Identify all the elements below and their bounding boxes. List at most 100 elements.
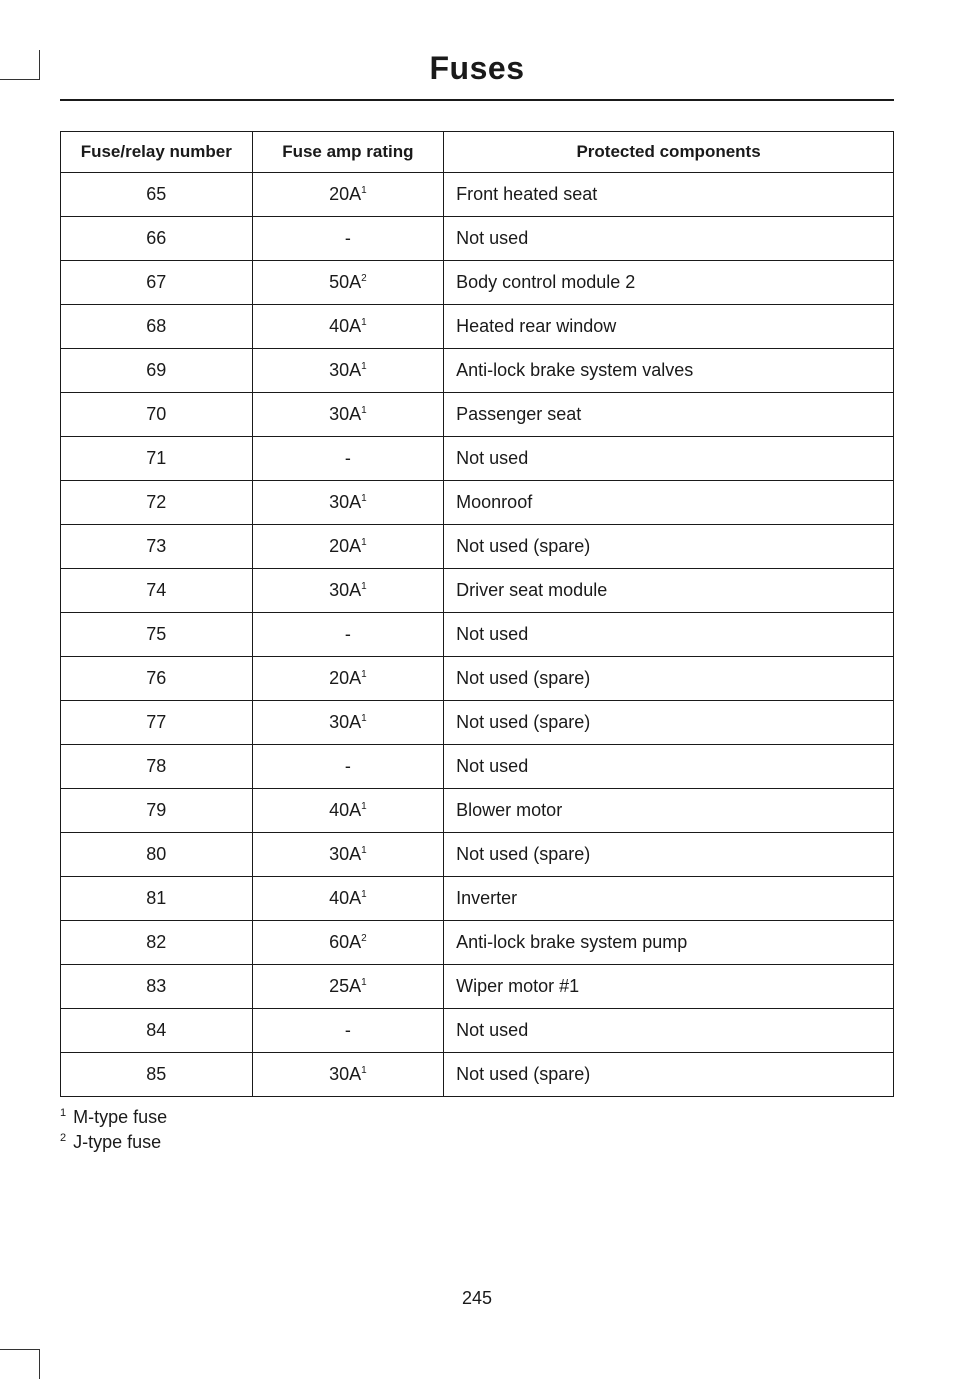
- cell-fuse-rating: 30A1: [252, 569, 444, 613]
- cell-fuse-number: 85: [61, 1053, 253, 1097]
- cell-fuse-number: 68: [61, 305, 253, 349]
- cell-fuse-number: 74: [61, 569, 253, 613]
- cell-fuse-rating: -: [252, 745, 444, 789]
- cell-fuse-rating: 40A1: [252, 877, 444, 921]
- table-row: 6520A1Front heated seat: [61, 173, 894, 217]
- cell-components: Not used: [444, 745, 894, 789]
- rating-footnote-ref: 1: [361, 581, 367, 592]
- cell-components: Not used (spare): [444, 701, 894, 745]
- cell-components: Not used: [444, 1009, 894, 1053]
- table-row: 71-Not used: [61, 437, 894, 481]
- cell-fuse-rating: 30A1: [252, 393, 444, 437]
- cell-fuse-number: 67: [61, 261, 253, 305]
- rating-footnote-ref: 1: [361, 185, 367, 196]
- cell-fuse-rating: 25A1: [252, 965, 444, 1009]
- table-row: 8140A1Inverter: [61, 877, 894, 921]
- table-row: 6840A1Heated rear window: [61, 305, 894, 349]
- cell-components: Passenger seat: [444, 393, 894, 437]
- cell-components: Blower motor: [444, 789, 894, 833]
- rating-footnote-ref: 1: [361, 713, 367, 724]
- header-number: Fuse/relay number: [61, 132, 253, 173]
- cell-fuse-number: 72: [61, 481, 253, 525]
- cell-components: Body control module 2: [444, 261, 894, 305]
- cell-components: Wiper motor #1: [444, 965, 894, 1009]
- footnotes: 1 M-type fuse2 J-type fuse: [60, 1107, 894, 1153]
- cell-fuse-number: 69: [61, 349, 253, 393]
- crop-mark-bottom-left: [0, 1349, 40, 1379]
- cell-fuse-number: 79: [61, 789, 253, 833]
- table-row: 78-Not used: [61, 745, 894, 789]
- table-row: 84-Not used: [61, 1009, 894, 1053]
- cell-components: Anti-lock brake system pump: [444, 921, 894, 965]
- cell-fuse-rating: 40A1: [252, 305, 444, 349]
- cell-fuse-number: 80: [61, 833, 253, 877]
- rating-footnote-ref: 1: [361, 317, 367, 328]
- table-row: 7620A1Not used (spare): [61, 657, 894, 701]
- footnote-marker: 1: [60, 1107, 66, 1119]
- cell-components: Anti-lock brake system valves: [444, 349, 894, 393]
- rating-footnote-ref: 1: [361, 1065, 367, 1076]
- cell-fuse-rating: 20A1: [252, 173, 444, 217]
- table-row: 7730A1Not used (spare): [61, 701, 894, 745]
- cell-fuse-number: 75: [61, 613, 253, 657]
- cell-fuse-number: 71: [61, 437, 253, 481]
- cell-components: Front heated seat: [444, 173, 894, 217]
- page-title: Fuses: [60, 50, 894, 101]
- cell-fuse-rating: 30A1: [252, 701, 444, 745]
- cell-fuse-number: 70: [61, 393, 253, 437]
- table-row: 7030A1Passenger seat: [61, 393, 894, 437]
- cell-components: Inverter: [444, 877, 894, 921]
- header-components: Protected components: [444, 132, 894, 173]
- cell-fuse-rating: 30A1: [252, 349, 444, 393]
- cell-components: Not used (spare): [444, 1053, 894, 1097]
- table-row: 7230A1Moonroof: [61, 481, 894, 525]
- table-row: 7430A1Driver seat module: [61, 569, 894, 613]
- cell-fuse-rating: -: [252, 613, 444, 657]
- footnote: 2 J-type fuse: [60, 1132, 894, 1153]
- cell-fuse-number: 78: [61, 745, 253, 789]
- table-row: 66-Not used: [61, 217, 894, 261]
- rating-footnote-ref: 1: [361, 537, 367, 548]
- table-row: 6750A2Body control module 2: [61, 261, 894, 305]
- cell-fuse-number: 81: [61, 877, 253, 921]
- cell-fuse-rating: 30A1: [252, 1053, 444, 1097]
- cell-fuse-rating: -: [252, 217, 444, 261]
- cell-components: Not used: [444, 217, 894, 261]
- cell-fuse-rating: 50A2: [252, 261, 444, 305]
- cell-fuse-number: 77: [61, 701, 253, 745]
- rating-footnote-ref: 1: [361, 669, 367, 680]
- cell-fuse-rating: 40A1: [252, 789, 444, 833]
- rating-footnote-ref: 2: [361, 273, 367, 284]
- rating-footnote-ref: 1: [361, 361, 367, 372]
- table-row: 75-Not used: [61, 613, 894, 657]
- footnote-text: M-type fuse: [68, 1107, 167, 1127]
- cell-components: Not used: [444, 437, 894, 481]
- cell-fuse-number: 66: [61, 217, 253, 261]
- header-rating: Fuse amp rating: [252, 132, 444, 173]
- table-row: 6930A1Anti-lock brake system valves: [61, 349, 894, 393]
- cell-fuse-rating: 20A1: [252, 657, 444, 701]
- cell-components: Not used: [444, 613, 894, 657]
- cell-fuse-number: 76: [61, 657, 253, 701]
- rating-footnote-ref: 1: [361, 405, 367, 416]
- cell-fuse-rating: 20A1: [252, 525, 444, 569]
- cell-fuse-number: 84: [61, 1009, 253, 1053]
- cell-components: Moonroof: [444, 481, 894, 525]
- rating-footnote-ref: 2: [361, 933, 367, 944]
- cell-fuse-number: 65: [61, 173, 253, 217]
- table-row: 8530A1Not used (spare): [61, 1053, 894, 1097]
- cell-components: Not used (spare): [444, 657, 894, 701]
- rating-footnote-ref: 1: [361, 801, 367, 812]
- footnote-marker: 2: [60, 1132, 66, 1144]
- fuse-table: Fuse/relay number Fuse amp rating Protec…: [60, 131, 894, 1097]
- rating-footnote-ref: 1: [361, 977, 367, 988]
- cell-components: Driver seat module: [444, 569, 894, 613]
- cell-fuse-rating: -: [252, 1009, 444, 1053]
- footnote-text: J-type fuse: [68, 1132, 161, 1152]
- table-row: 7940A1Blower motor: [61, 789, 894, 833]
- cell-components: Not used (spare): [444, 833, 894, 877]
- rating-footnote-ref: 1: [361, 493, 367, 504]
- cell-components: Not used (spare): [444, 525, 894, 569]
- cell-fuse-rating: -: [252, 437, 444, 481]
- cell-fuse-number: 82: [61, 921, 253, 965]
